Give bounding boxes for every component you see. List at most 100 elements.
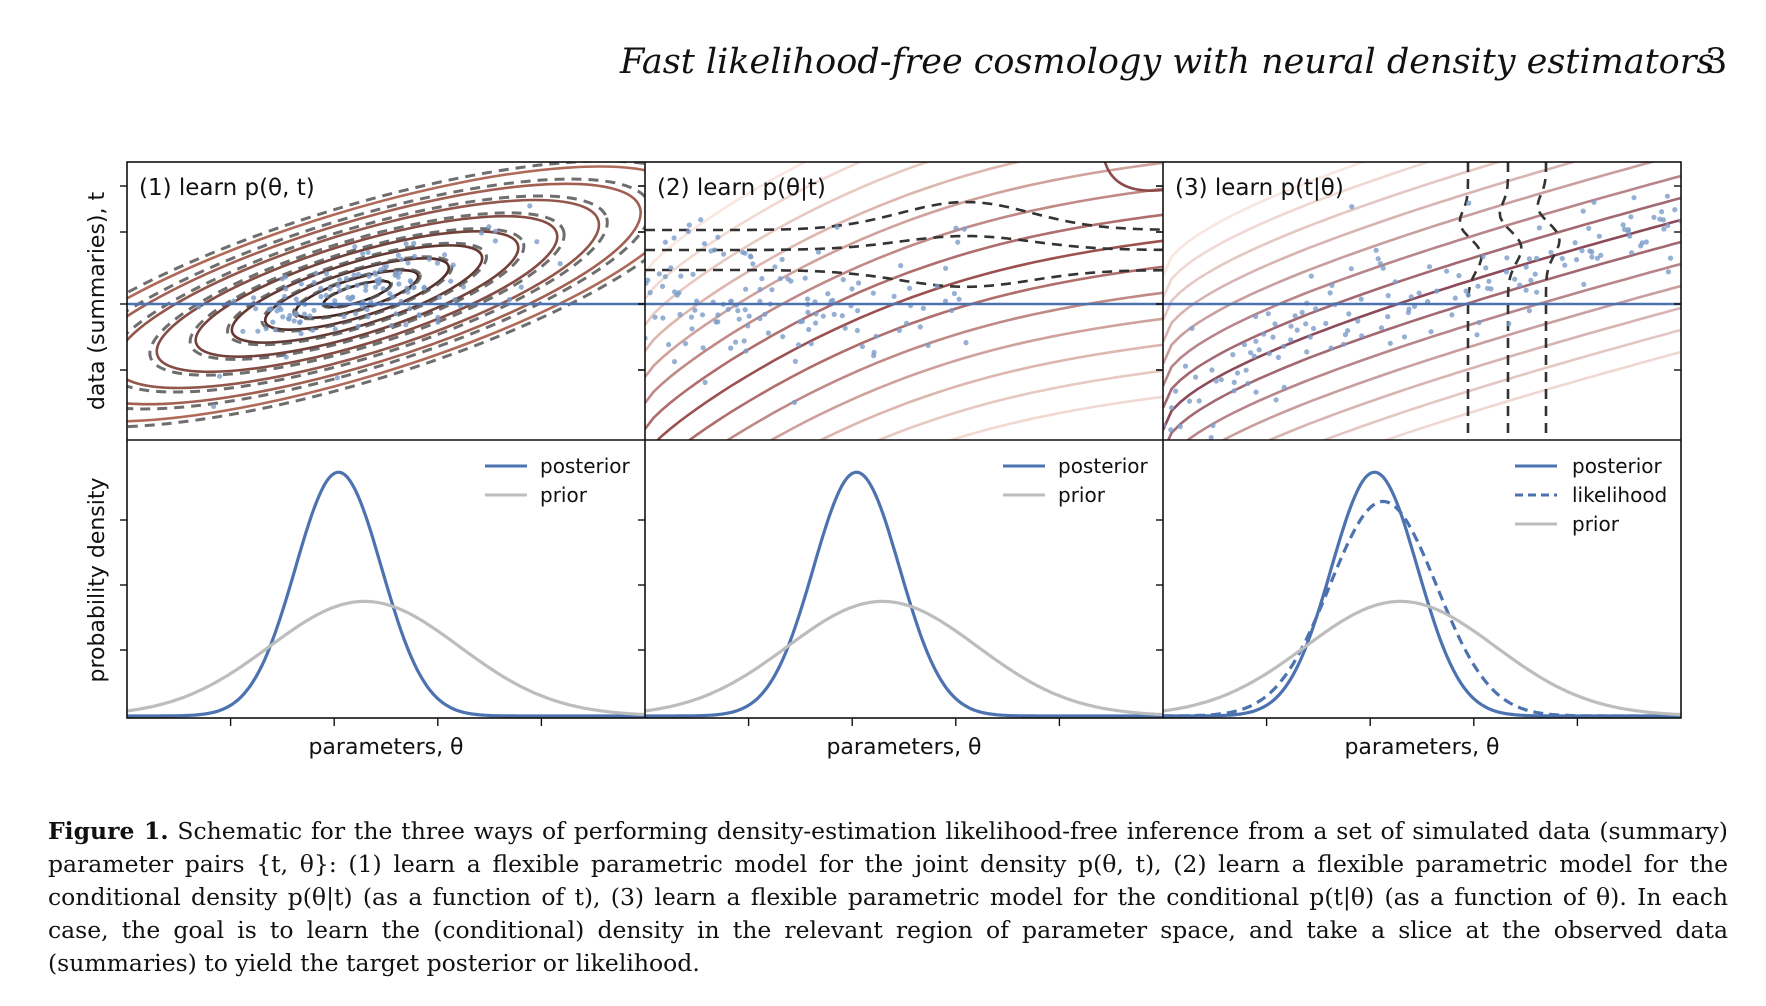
simulation-point (671, 359, 678, 365)
simulation-point (1266, 351, 1272, 357)
simulation-point (1589, 249, 1595, 255)
simulation-point (1528, 277, 1534, 283)
simulation-point (728, 298, 734, 304)
simulation-point (403, 322, 409, 328)
likelihood-slice-dashed (1536, 162, 1561, 440)
simulation-point (311, 307, 317, 313)
simulation-point (1272, 321, 1278, 327)
simulation-point (564, 369, 569, 374)
simulation-point (791, 399, 798, 405)
simulation-point (1275, 354, 1281, 360)
simulation-point (435, 319, 441, 325)
simulation-point (282, 293, 288, 300)
joint-contour-dashed (127, 177, 645, 411)
simulation-point (343, 275, 350, 282)
posterior-curve (127, 470, 645, 718)
simulation-point (808, 341, 814, 347)
simulation-point (740, 249, 746, 255)
simulation-point (1307, 334, 1313, 340)
likelihood-slice-dashed (1458, 162, 1483, 440)
simulation-point (796, 342, 802, 348)
simulation-point (411, 284, 417, 290)
simulation-point (759, 276, 765, 282)
simulation-point (839, 313, 845, 319)
simulation-point (1288, 323, 1294, 329)
simulation-point (1270, 334, 1276, 340)
running-title: Fast likelihood-free cosmology with neur… (620, 42, 1715, 82)
simulation-point (735, 308, 741, 314)
simulation-point (1281, 384, 1287, 390)
simulation-point (674, 292, 680, 298)
simulation-point (715, 312, 721, 318)
conditional-contour (687, 265, 1163, 440)
simulation-point (1428, 329, 1434, 335)
simulation-point (534, 239, 540, 245)
simulation-point (1385, 314, 1391, 320)
simulation-point (1625, 227, 1631, 233)
simulation-point (450, 262, 456, 268)
simulation-point (871, 353, 877, 359)
simulation-point (1598, 252, 1604, 258)
simulation-point (407, 306, 413, 312)
simulation-point (327, 286, 333, 292)
conditional-contour (645, 187, 1163, 404)
legend-posterior: posterior (1572, 454, 1663, 478)
simulation-point (779, 256, 785, 263)
simulation-point (1327, 290, 1333, 296)
simulation-point (904, 320, 910, 326)
simulation-point (834, 224, 840, 230)
panel-1-title: (1) learn p(θ, t) (139, 175, 315, 201)
simulation-point (283, 354, 289, 360)
simulation-point (332, 326, 338, 332)
simulation-point (1210, 422, 1216, 429)
simulation-point (678, 273, 684, 279)
simulation-point (293, 311, 300, 317)
simulation-point (741, 338, 747, 344)
simulation-point (1173, 388, 1179, 394)
simulation-point (736, 316, 742, 322)
simulation-point (688, 314, 695, 320)
simulation-point (1517, 282, 1523, 288)
simulation-point (1406, 306, 1412, 312)
simulation-point (592, 322, 597, 327)
simulation-point (1627, 233, 1633, 239)
conditional-contour (1382, 350, 1681, 440)
simulation-point (647, 290, 653, 296)
simulation-point (1620, 222, 1626, 228)
simulation-point (1526, 308, 1532, 314)
simulation-point (953, 225, 959, 231)
simulation-point (355, 271, 362, 277)
simulation-point (949, 307, 955, 314)
simulation-point (951, 290, 958, 297)
conditional-contour (645, 213, 1163, 430)
simulation-point (698, 217, 704, 223)
simulation-point (1186, 398, 1193, 404)
simulation-point (1661, 226, 1667, 232)
simulation-point (286, 316, 292, 322)
simulation-point (813, 311, 819, 317)
simulation-point (301, 311, 308, 317)
legend-posterior: posterior (540, 454, 631, 478)
simulation-point (297, 319, 303, 325)
conditional-contour (1103, 162, 1163, 192)
simulation-point (666, 342, 672, 348)
simulation-point (352, 244, 358, 250)
simulation-point (701, 241, 708, 247)
simulation-point (1256, 347, 1262, 353)
simulation-point (765, 330, 772, 336)
figure-caption: Figure 1. Schematic for the three ways o… (48, 815, 1728, 980)
simulation-point (398, 256, 405, 262)
simulation-point (777, 276, 783, 282)
simulation-point (898, 263, 904, 269)
simulation-point (1177, 423, 1183, 430)
joint-contour-dashed (148, 211, 566, 377)
simulation-point (1208, 435, 1214, 440)
simulation-point (699, 312, 706, 318)
simulation-point (656, 271, 662, 277)
conditional-contour (725, 291, 1163, 440)
conditional-contour (645, 162, 1024, 352)
legend-panel-3: posterior likelihood prior (1515, 454, 1667, 536)
likelihood-curve (1162, 499, 1681, 718)
conditional-contour (1163, 196, 1681, 409)
simulation-point (1231, 379, 1237, 385)
